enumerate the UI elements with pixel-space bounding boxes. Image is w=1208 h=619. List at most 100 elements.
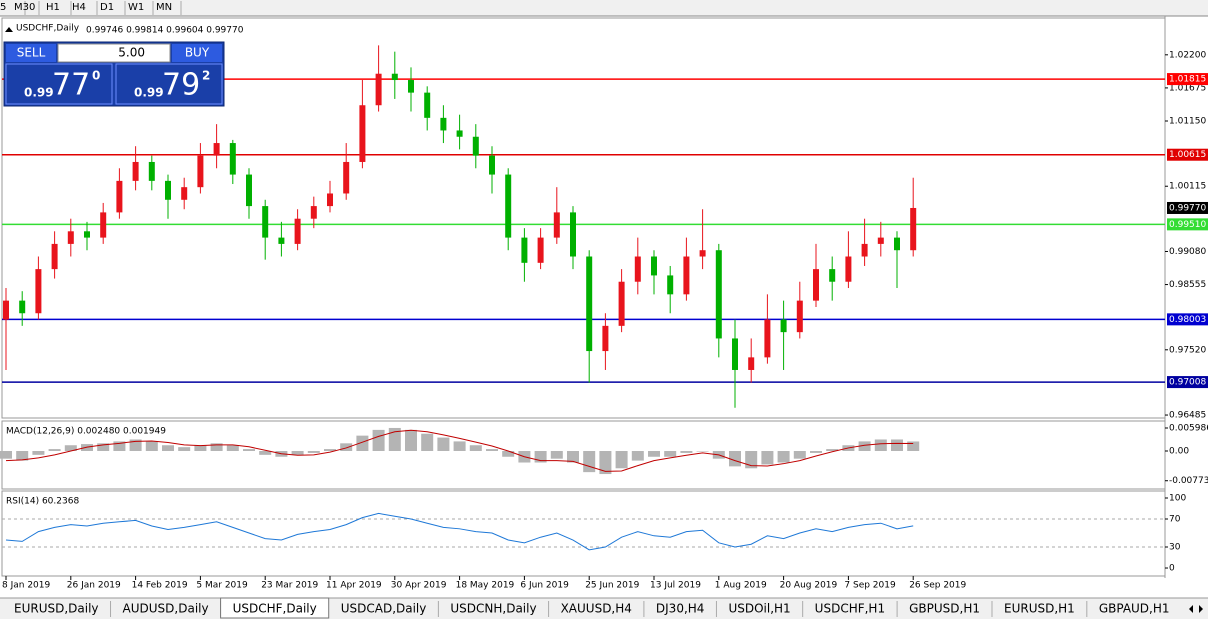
level-label: 0.99510: [1169, 220, 1206, 230]
x-tick-label: 13 Jul 2019: [650, 581, 701, 591]
x-tick-label: 6 Jun 2019: [520, 581, 569, 591]
candle-body: [618, 281, 625, 326]
x-tick-label: 1 Aug 2019: [715, 581, 767, 591]
chart-tab[interactable]: USDCNH,Daily: [450, 602, 536, 616]
candle-body: [877, 237, 884, 244]
macd-bar: [874, 439, 887, 452]
ask-big: 0.99: [134, 86, 164, 100]
macd-signal: [5, 429, 914, 472]
candle-body: [667, 275, 674, 295]
timeframe-button[interactable]: D1: [100, 2, 114, 13]
bid-frac: 0: [92, 69, 100, 83]
macd-bar: [761, 451, 774, 465]
macd-bar: [243, 449, 255, 452]
chart-tab[interactable]: GBPAUD,H1: [1099, 602, 1170, 616]
price-label: 0.99770: [1169, 203, 1206, 213]
candle-body: [424, 92, 431, 118]
price-label-bg: [1167, 201, 1208, 214]
candle-body: [505, 174, 512, 238]
buy-button[interactable]: [172, 44, 222, 62]
macd-bar: [340, 443, 353, 452]
macd-bar: [858, 441, 871, 452]
candle-body: [699, 250, 706, 257]
macd-bar: [793, 451, 806, 459]
x-tick-label: 5 Mar 2019: [196, 581, 248, 591]
bid-pips: 77: [52, 68, 90, 103]
candle-body: [213, 143, 220, 156]
chart-tab[interactable]: GBPUSD,H1: [909, 602, 980, 616]
timeframe-button[interactable]: W1: [128, 2, 144, 13]
candle-body: [748, 357, 755, 370]
macd-bar: [777, 451, 790, 463]
candle-body: [861, 243, 868, 257]
candle-body: [553, 212, 560, 238]
x-tick-label: 23 Mar 2019: [261, 581, 318, 591]
candle-body: [343, 161, 350, 194]
x-tick-label: 18 May 2019: [456, 581, 515, 591]
macd-bar: [388, 427, 401, 452]
chart-tab[interactable]: EURUSD,Daily: [14, 602, 99, 616]
toolbar-bg: [0, 0, 1208, 16]
level-label: 1.01815: [1169, 75, 1206, 85]
panel-title: MACD(12,26,9) 0.002480 0.001949: [6, 427, 166, 437]
panel-frame: [1, 490, 1166, 577]
candle-body: [813, 269, 819, 301]
sell-button[interactable]: [6, 44, 56, 62]
chart-tab[interactable]: DJ30,H4: [656, 602, 705, 616]
timeframe-button[interactable]: H4: [72, 2, 86, 13]
timeframe-button[interactable]: H1: [46, 2, 60, 13]
panel-title: RSI(14) 60.2368: [6, 497, 79, 507]
candle-body: [732, 338, 738, 370]
timeframe-button[interactable]: MN: [156, 2, 172, 13]
x-tick-label: 25 Jun 2019: [585, 581, 639, 591]
ask-box[interactable]: [115, 63, 223, 105]
level-label: 1.00615: [1169, 150, 1206, 160]
scroll-left[interactable]: [1189, 605, 1193, 613]
chart-tab[interactable]: EURUSD,H1: [1004, 602, 1075, 616]
macd-bar: [259, 451, 272, 455]
candle-body: [651, 256, 657, 276]
macd-bar: [97, 443, 110, 452]
macd-bar: [210, 443, 223, 452]
lots-input[interactable]: [57, 43, 171, 63]
sell-label[interactable]: SELL: [17, 46, 46, 60]
macd-bar: [162, 445, 174, 452]
tab-scroll[interactable]: [1180, 599, 1208, 619]
macd-bar: [502, 451, 515, 457]
candle-body: [165, 180, 171, 200]
chart-tab[interactable]: USDOil,H1: [728, 602, 790, 616]
y-tick-label: 100: [1169, 494, 1186, 504]
chart-tab[interactable]: USDCHF,H1: [815, 602, 885, 616]
timeframe-button[interactable]: 5: [0, 2, 6, 13]
lots-value[interactable]: 5.00: [118, 46, 145, 60]
timeframe-button[interactable]: M30: [14, 2, 35, 13]
chart-tab[interactable]: USDCHF,Daily: [233, 602, 317, 616]
rsi-line: [5, 512, 914, 551]
chart-tab[interactable]: AUDUSD,Daily: [123, 602, 209, 616]
chart-tab[interactable]: USDCAD,Daily: [341, 602, 427, 616]
candle-body: [489, 155, 495, 175]
x-tick-label: 30 Apr 2019: [391, 581, 447, 591]
candle-body: [391, 73, 398, 81]
candle-body: [910, 207, 917, 251]
y-tick-label: 0.97520: [1169, 345, 1206, 355]
bid-box[interactable]: [5, 63, 113, 105]
candle-body: [408, 80, 414, 93]
macd-bar: [405, 429, 417, 452]
y-tick-label: 1.00115: [1169, 182, 1206, 192]
candle-body: [440, 117, 447, 131]
candle-body: [148, 161, 155, 181]
macd-bar: [129, 439, 142, 452]
y-tick-label: 70: [1169, 515, 1181, 525]
macd-bar: [826, 449, 839, 452]
macd-bar: [648, 451, 660, 457]
candle-body: [359, 105, 366, 162]
candle-body: [715, 250, 722, 339]
y-tick-label: 1.02200: [1169, 50, 1206, 60]
chart-tab[interactable]: XAUUSD,H4: [561, 602, 632, 616]
scroll-right[interactable]: [1199, 605, 1203, 613]
buy-label[interactable]: BUY: [185, 46, 210, 60]
macd-bar: [615, 451, 628, 469]
